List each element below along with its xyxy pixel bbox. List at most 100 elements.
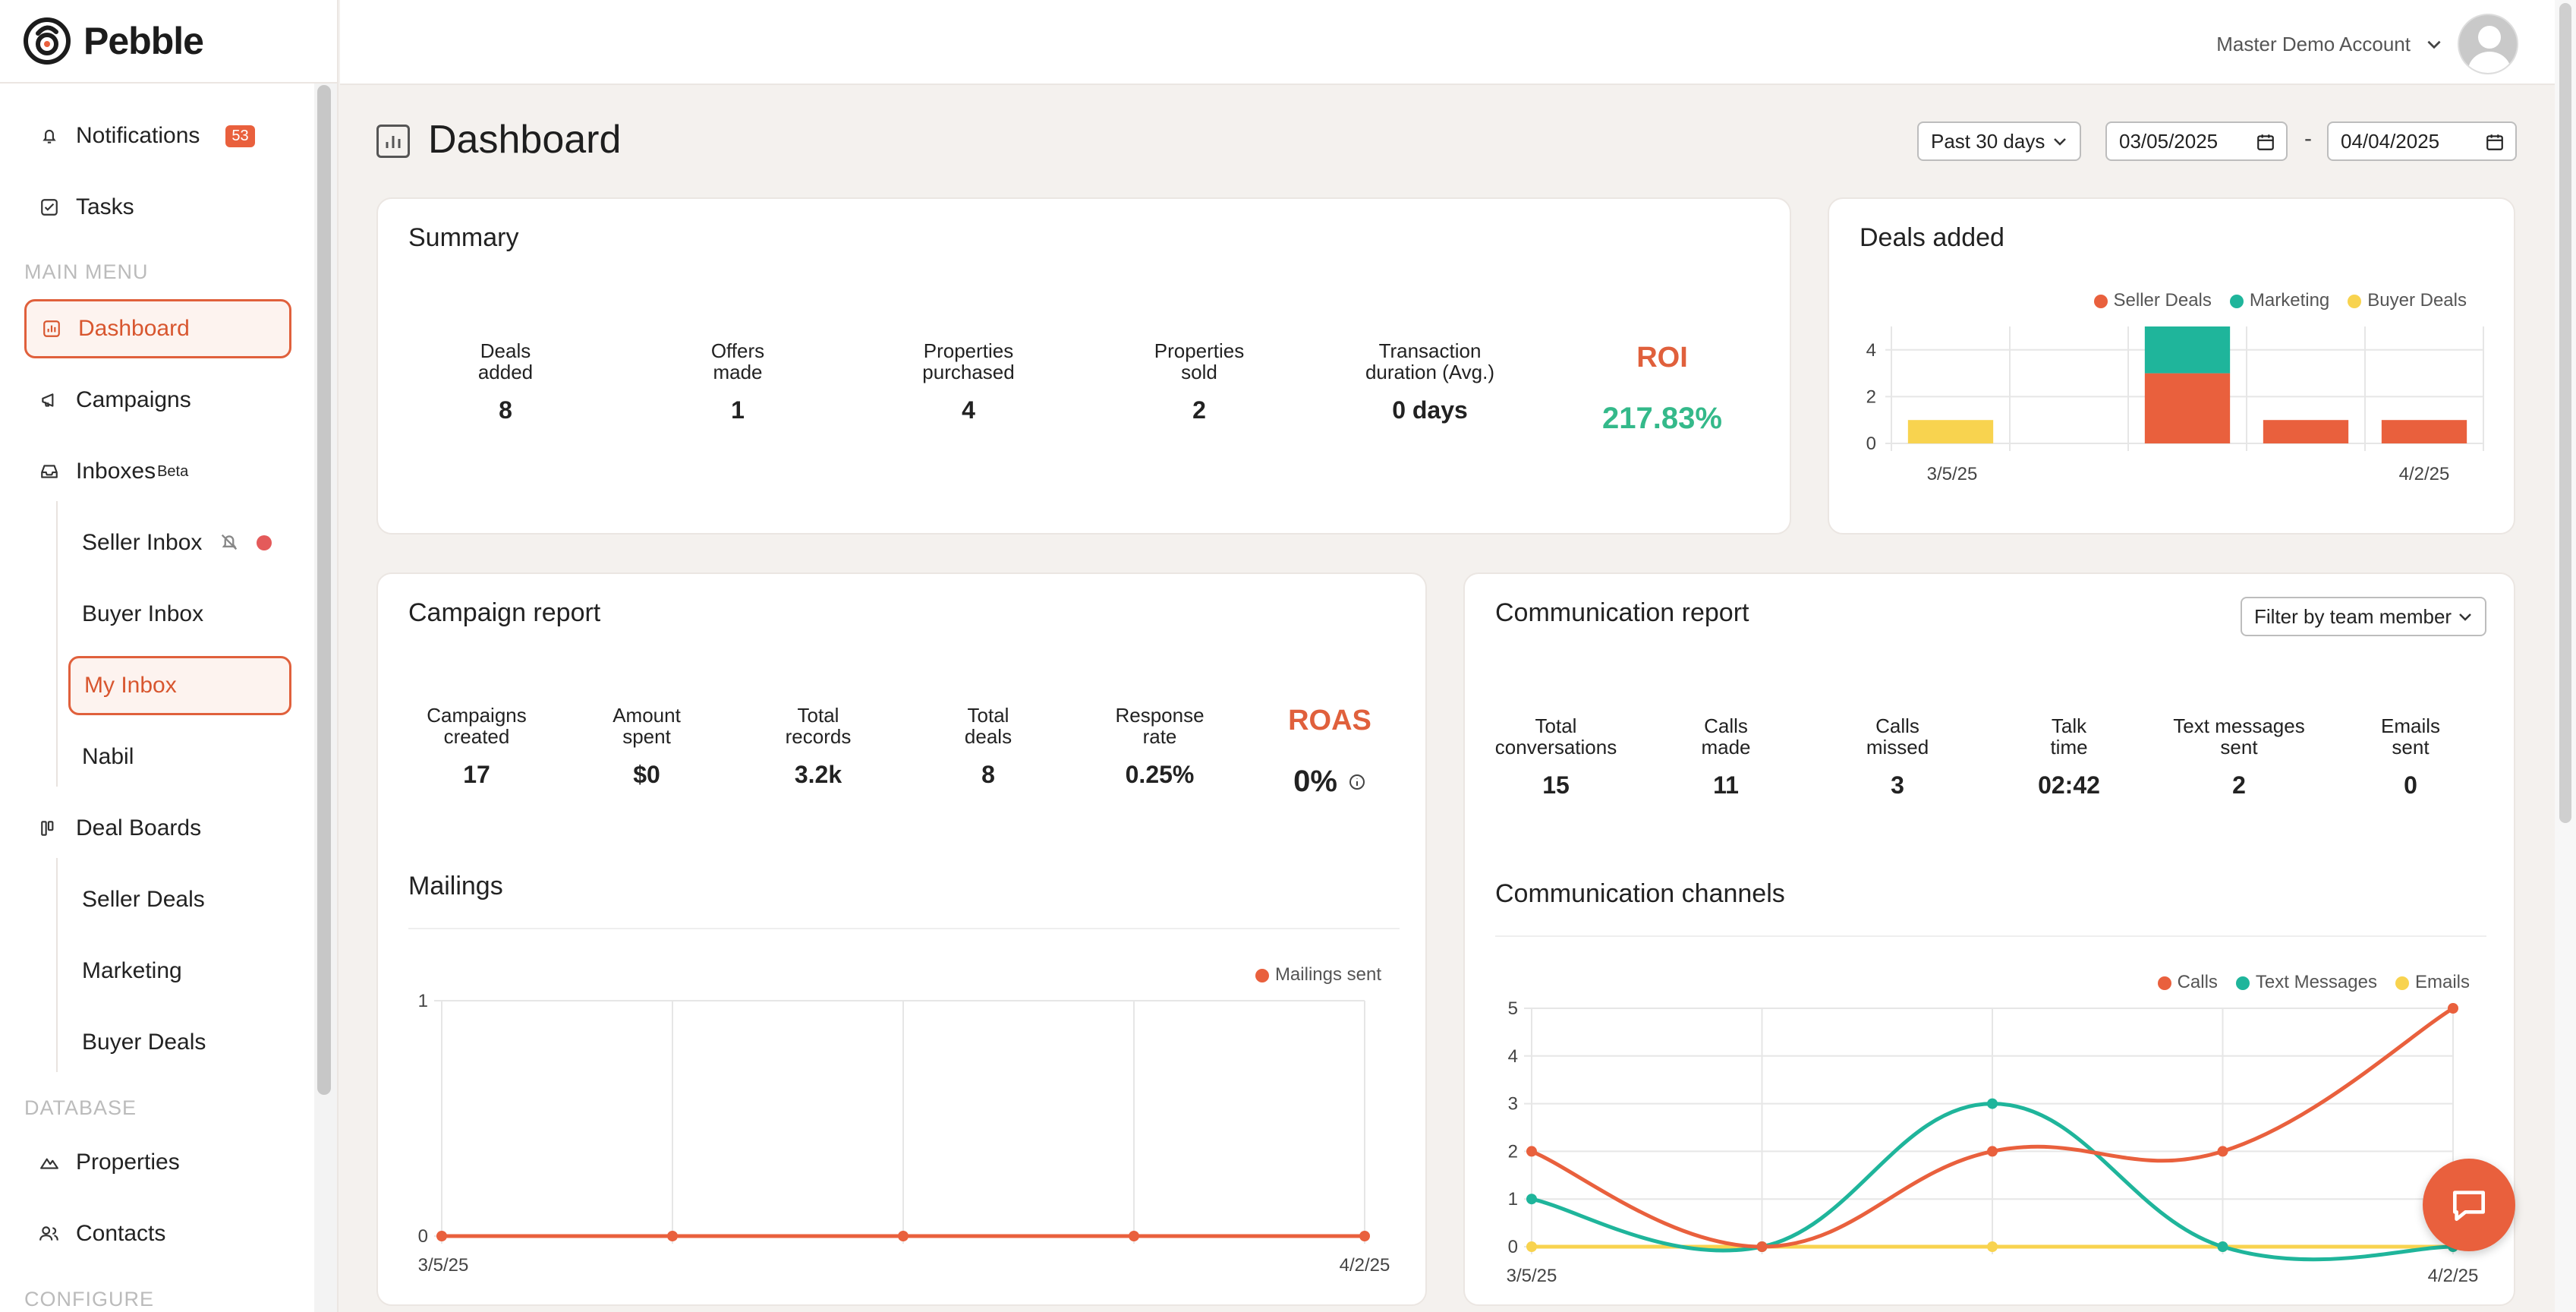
deal-board-item-buyer[interactable]: Buyer Deals [68,1013,291,1072]
legend-item-text-messages[interactable]: Text Messages [2235,972,2377,993]
inbox-item-buyer[interactable]: Buyer Inbox [68,585,291,644]
stat-deals-added: Deals added 8 [414,336,597,424]
inbox-item-seller[interactable]: Seller Inbox [68,513,291,572]
chat-bubble-icon [2453,1191,2485,1221]
legend-item-calls[interactable]: Calls [2157,972,2218,993]
date-to-input[interactable]: 04/04/2025 [2327,121,2517,161]
bell-off-icon[interactable] [219,531,240,559]
stat-value: 02:42 [2038,771,2100,799]
y-tick-label: 1 [418,991,428,1011]
stat-value: 3 [1891,771,1904,799]
checkbox-icon [38,196,61,219]
stat-response-rate: Response rate 0.25% [1069,700,1251,789]
legend-item-marketing[interactable]: Marketing [2229,290,2329,311]
legend-item-emails[interactable]: Emails [2395,972,2470,993]
stat-value: 8 [499,396,512,424]
date-from-input[interactable]: 03/05/2025 [2105,121,2288,161]
mailings-legend: Mailings sent [1255,964,1381,986]
inbox-item-nabil[interactable]: Nabil [68,727,291,787]
chat-launcher-button[interactable] [2423,1159,2515,1251]
sidebar-item-label: Tasks [76,194,134,219]
beta-tag: Beta [157,462,189,480]
stat-value: 11 [1713,771,1739,799]
section-label-configure: CONFIGURE [24,1288,154,1310]
tree-line [56,501,58,787]
deal-board-item-seller[interactable]: Seller Deals [68,870,291,929]
kanban-icon [38,817,61,840]
legend-item-mailings[interactable]: Mailings sent [1255,964,1381,986]
sidebar-item-deal-boards[interactable]: Deal Boards [24,799,291,858]
account-menu[interactable]: Master Demo Account [2216,14,2518,74]
mountain-icon [38,1151,61,1174]
sidebar-item-label: Inboxes [76,459,156,484]
stat-label: Total deals [964,704,1012,748]
deals-legend: Seller Deals Marketing Buyer Deals [2093,290,2467,311]
megaphone-icon [38,389,61,412]
sidebar-item-properties[interactable]: Properties [24,1133,291,1192]
sidebar-item-notifications[interactable]: Notifications 53 [24,106,291,166]
stat-emails-sent: Emails sent 0 [2319,711,2502,800]
date-range-value: Past 30 days [1931,129,2045,153]
inbox-item-my-inbox[interactable]: My Inbox [68,656,291,715]
y-tick-label: 0 [418,1226,428,1247]
data-point-text-messages [1987,1098,1998,1109]
inbox-item-label: My Inbox [84,673,177,698]
stat-label: Text messages sent [2173,714,2305,758]
stat-value: 2 [2232,771,2246,799]
deal-board-item-marketing[interactable]: Marketing [68,941,291,1001]
deals-added-title: Deals added [1860,223,2004,252]
chevron-down-icon [2054,138,2066,146]
sidebar-item-contacts[interactable]: Contacts [24,1204,291,1263]
tree-line [56,858,58,1072]
bar-seller-deals [2263,420,2349,443]
stat-properties-purchased: Properties purchased 4 [877,336,1060,424]
stat-label: Properties purchased [922,339,1015,383]
stat-transaction-duration: Transaction duration (Avg.) 0 days [1339,336,1521,424]
data-point-text-messages [2217,1241,2228,1252]
inbox-item-label: Seller Inbox [82,530,203,555]
channels-divider [1495,935,2486,937]
info-icon[interactable] [1348,773,1366,791]
sidebar-item-dashboard[interactable]: Dashboard [24,299,291,358]
deal-board-label: Marketing [82,958,182,983]
sidebar-item-tasks[interactable]: Tasks [24,178,291,237]
bar-buyer-deals [1907,420,1994,443]
legend-item-buyer[interactable]: Buyer Deals [2348,290,2467,311]
date-range-select[interactable]: Past 30 days [1917,121,2081,161]
stat-amount-spent: Amount spent $0 [556,700,738,789]
avatar[interactable] [2458,14,2518,74]
data-point-emails [1987,1241,1998,1252]
data-point-mailings-sent [898,1231,909,1241]
mailings-chart: 0 1 3/5/25 4/2/25 [418,991,1390,1276]
deal-board-label: Seller Deals [82,887,205,912]
legend-item-seller[interactable]: Seller Deals [2093,290,2212,311]
sidebar-item-campaigns[interactable]: Campaigns [24,371,291,430]
users-icon [38,1222,61,1245]
inbox-item-label: Nabil [82,744,134,769]
stat-label: Calls made [1701,714,1751,758]
stat-total-records: Total records 3.2k [727,700,909,789]
stat-value: 8 [981,761,995,788]
chevron-down-icon [2427,40,2441,49]
data-point-calls [1987,1146,1998,1157]
y-tick-label: 2 [1866,386,1876,407]
bell-icon [38,125,61,147]
top-bar: Master Demo Account [340,0,2555,85]
team-member-filter[interactable]: Filter by team member [2241,597,2486,636]
stat-label: Campaigns created [427,704,527,748]
logo[interactable]: Pebble [23,17,204,65]
sidebar-item-inboxes[interactable]: Inboxes Beta [24,442,291,501]
calendar-icon [2257,134,2274,150]
campaign-report-title: Campaign report [408,598,601,627]
stat-calls-made: Calls made 11 [1635,711,1817,800]
sidebar-item-label: Deal Boards [76,815,202,840]
unread-dot [257,535,272,550]
stat-talk-time: Talk time 02:42 [1978,711,2160,800]
roas-label: ROAS [1288,705,1371,736]
page-scrollbar[interactable] [2559,3,2571,823]
stat-label: Amount spent [613,704,681,748]
data-point-calls [2448,1003,2458,1014]
sidebar-scrollbar[interactable] [317,85,331,1095]
roi-value: 217.83% [1602,402,1722,435]
inbox-icon [38,460,61,483]
